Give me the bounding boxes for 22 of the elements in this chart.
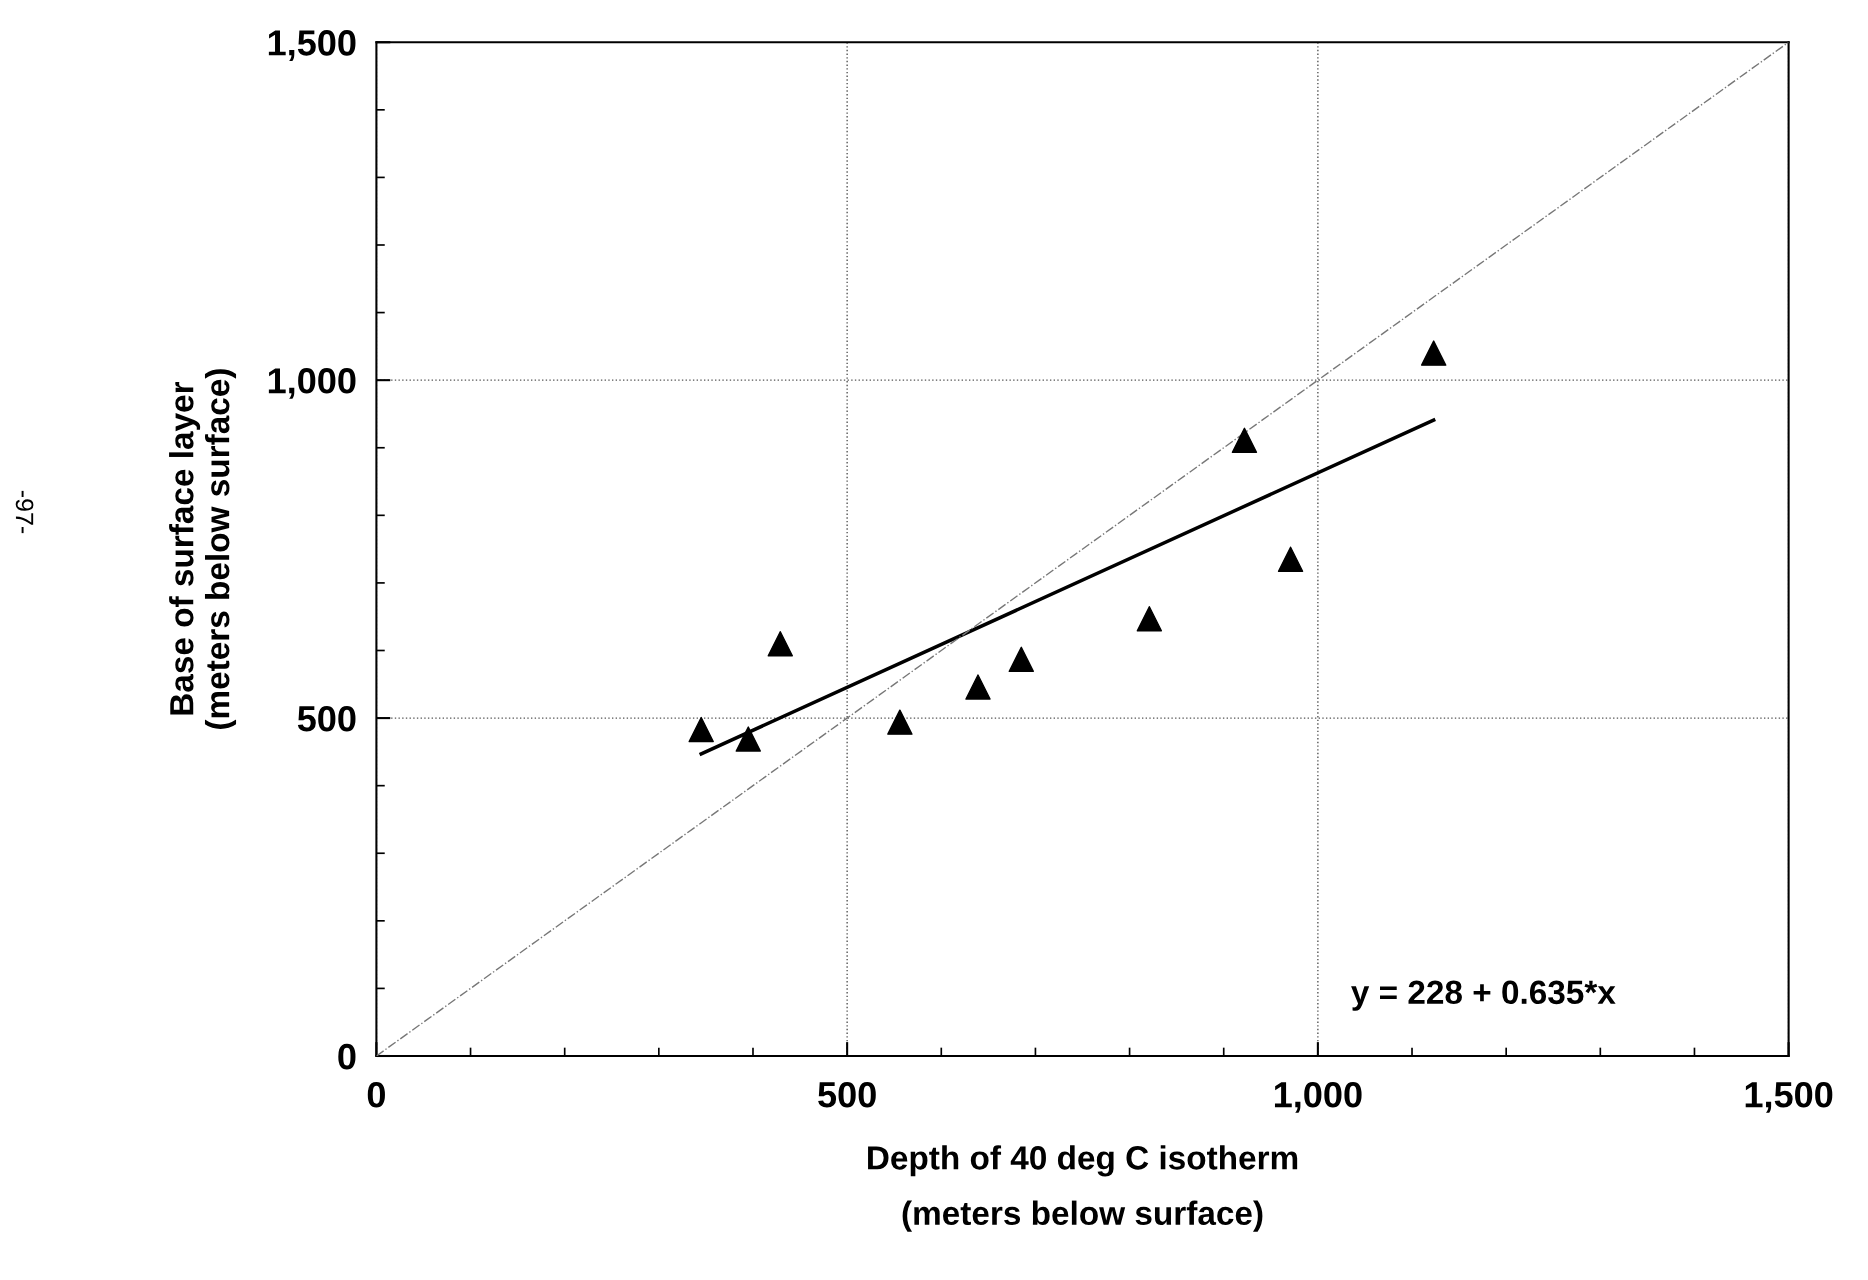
y-axis-title: Base of surface layer (meters below surface) xyxy=(169,369,237,729)
point xyxy=(1277,546,1304,572)
point xyxy=(688,716,714,743)
x-axis-title: Depth of 40 deg C isotherm (meters below surface) xyxy=(868,1145,1298,1232)
annotation: y = 228 + 0.635*x xyxy=(1351,980,1616,1011)
y-tick-label: 1,000 xyxy=(268,368,356,399)
y-tick-label: 1,500 xyxy=(268,30,356,61)
x-tick-label: 0 xyxy=(367,1081,385,1108)
point xyxy=(767,631,794,657)
text: -97- xyxy=(15,490,34,534)
point xyxy=(1008,646,1035,673)
point xyxy=(1420,340,1447,366)
point xyxy=(965,674,991,700)
point xyxy=(1231,427,1258,454)
point xyxy=(1136,606,1163,632)
y-tick-label: 0 xyxy=(338,1043,356,1070)
x-tick-label: 1,000 xyxy=(1274,1081,1362,1113)
point xyxy=(735,726,762,752)
x-tick-label: 1,500 xyxy=(1745,1081,1833,1113)
y-tick-label: 500 xyxy=(297,705,356,732)
point xyxy=(887,709,913,735)
x-tick-label: 500 xyxy=(818,1081,876,1108)
